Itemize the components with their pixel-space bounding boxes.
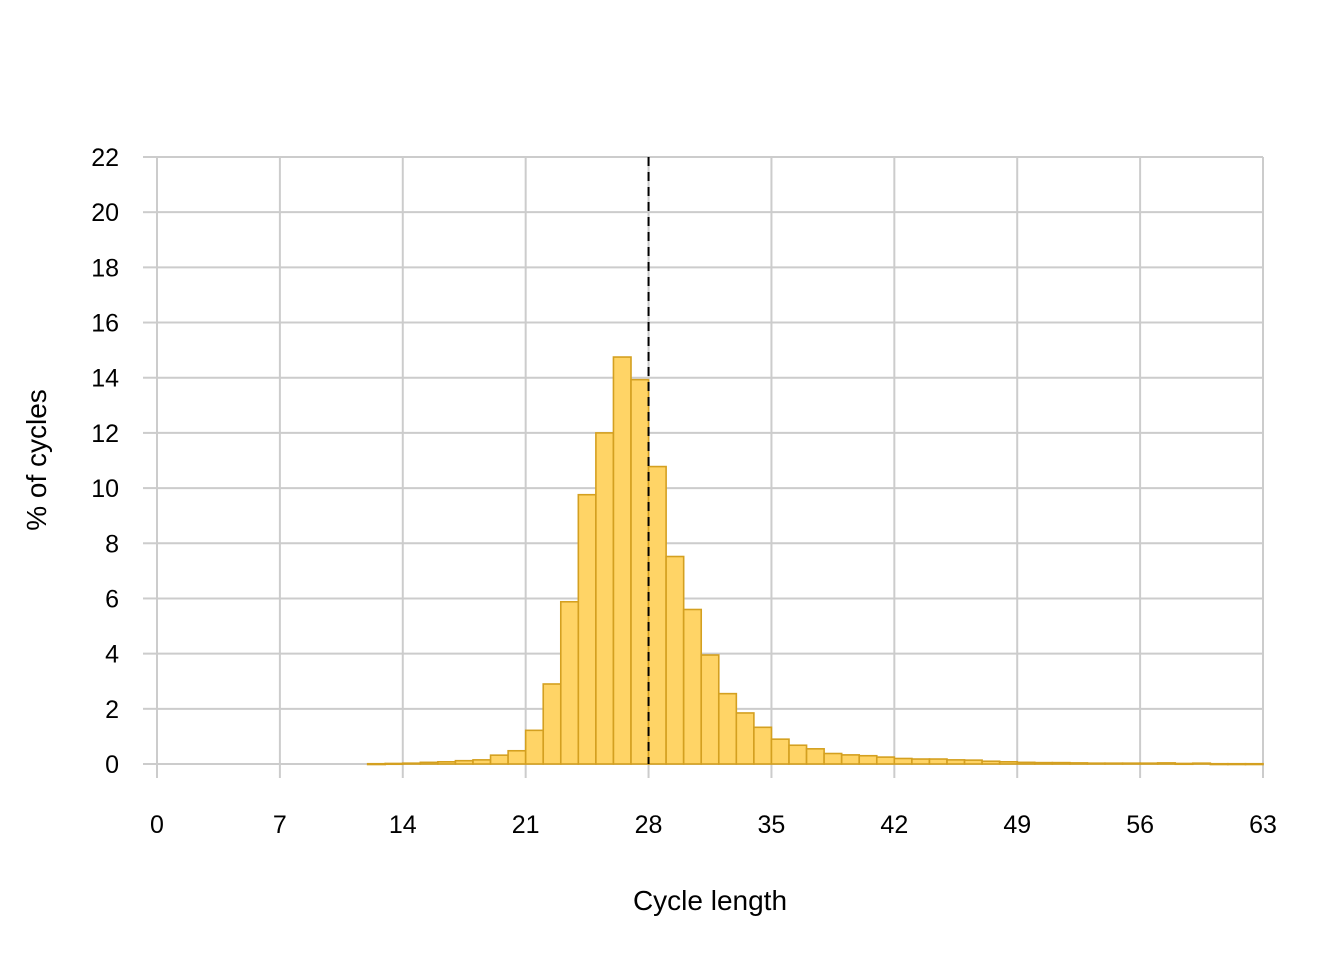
histogram-bar [1033, 761, 1054, 765]
histogram-bar [472, 759, 492, 765]
histogram-bar [507, 749, 527, 765]
y-tick-label: 18 [91, 254, 119, 282]
histogram-bar [647, 465, 667, 765]
histogram-bar [1051, 761, 1071, 765]
histogram-bar [735, 712, 755, 765]
histogram-bar [1191, 762, 1212, 765]
histogram-bar [1104, 762, 1124, 765]
y-tick-label: 8 [105, 530, 119, 558]
x-tick-label: 7 [273, 811, 287, 839]
histogram-bar [419, 761, 439, 765]
y-tick-label: 16 [91, 310, 119, 338]
x-tick-label: 0 [150, 811, 164, 839]
histogram-bar [366, 762, 387, 766]
histogram-bar [489, 754, 509, 765]
histogram-bar [1016, 761, 1036, 765]
x-tick-label: 63 [1249, 811, 1277, 839]
x-tick-label: 42 [880, 811, 908, 839]
y-tick-label: 22 [91, 144, 119, 172]
y-tick-label: 12 [91, 420, 119, 448]
histogram-bar [384, 762, 404, 766]
histogram-bar [770, 738, 790, 765]
histogram-bar [893, 757, 913, 765]
histogram-bar [928, 758, 948, 765]
y-tick-label: 2 [105, 696, 119, 724]
x-tick-label: 49 [1003, 811, 1031, 839]
histogram-bar [717, 692, 738, 765]
histogram-bar [1227, 762, 1247, 766]
histogram-bar [630, 378, 650, 765]
x-tick-label: 21 [512, 811, 540, 839]
y-tick-label: 4 [105, 641, 119, 669]
histogram-bar [700, 654, 720, 765]
histogram-bar [1209, 762, 1229, 766]
histogram-bar [437, 760, 457, 765]
histogram-bar [665, 555, 685, 765]
y-tick-label: 20 [91, 199, 119, 227]
histogram-bar [1174, 762, 1194, 766]
histogram-bar [963, 759, 983, 765]
histogram-bar [454, 759, 474, 765]
histogram-bar [911, 758, 931, 765]
histogram-bar [682, 608, 703, 765]
histogram-bar [788, 744, 808, 765]
histogram-bar [542, 683, 562, 765]
x-tick-label: 35 [758, 811, 786, 839]
histogram-bar [1121, 762, 1141, 765]
bars-layer [366, 356, 1264, 766]
histogram-bar [401, 762, 422, 765]
x-tick-label: 56 [1126, 811, 1154, 839]
y-tick-label: 6 [105, 585, 119, 613]
y-tick-label: 14 [91, 365, 119, 393]
histogram-bar [577, 493, 597, 765]
histogram-bar [595, 432, 615, 765]
histogram-bar [1069, 762, 1089, 765]
histogram-bar [946, 759, 966, 765]
histogram-bar [524, 729, 545, 765]
histogram-bar [1244, 762, 1264, 766]
histogram-bar [612, 356, 632, 765]
histogram-bar [805, 748, 825, 765]
histogram-bar [981, 760, 1001, 765]
x-tick-label: 28 [635, 811, 663, 839]
x-axis-title: Cycle length [633, 885, 787, 916]
y-axis-title: % of cycles [21, 389, 52, 531]
histogram-bar [1156, 762, 1177, 765]
histogram-bar [998, 760, 1019, 765]
histogram-bar [1086, 762, 1106, 765]
x-tick-label: 14 [389, 811, 417, 839]
grid-layer [143, 156, 1264, 778]
tick-labels-layer: 0 2 4 6 8 10 12 14 16 18 20 22 0 7 14 21 28 35 42 49 56 63 [91, 144, 1277, 839]
histogram-bar [840, 754, 861, 765]
y-tick-label: 0 [105, 751, 119, 779]
histogram-bar [858, 754, 878, 765]
histogram-bar [753, 726, 773, 765]
histogram-bar [1139, 762, 1159, 765]
histogram-bar [559, 600, 580, 765]
histogram-bar [875, 756, 896, 765]
y-tick-label: 10 [91, 475, 119, 503]
histogram-bar [823, 752, 843, 765]
